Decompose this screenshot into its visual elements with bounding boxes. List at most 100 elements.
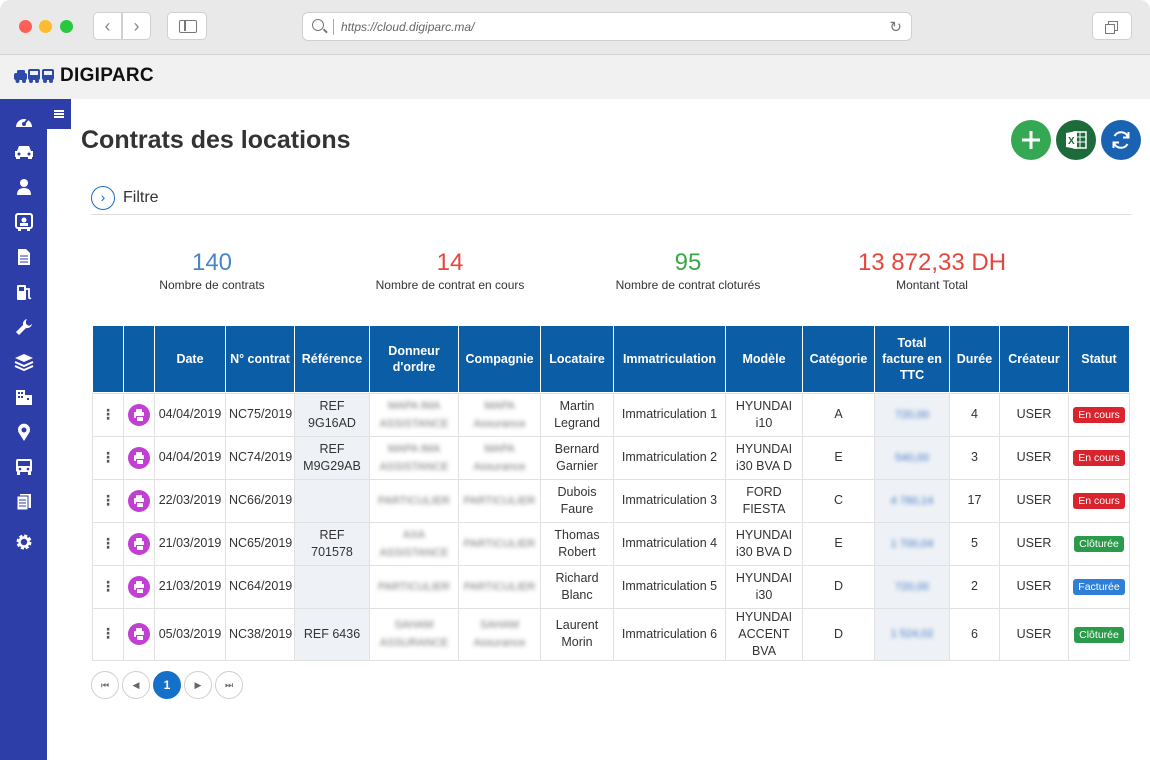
header-creator[interactable]: Créateur (999, 326, 1069, 392)
sidebar-item-locations[interactable] (0, 417, 47, 447)
cell-date[interactable]: 04/04/2019 (154, 435, 226, 480)
cell-reference[interactable] (294, 564, 370, 609)
chevron-right-icon: › (133, 16, 140, 36)
row-print-cell[interactable] (123, 521, 155, 566)
ordering-party-text: SAHAM ASSURANCE (379, 619, 449, 649)
kebab-menu-icon[interactable]: ⋮ (101, 405, 115, 422)
table-row[interactable]: ⋮ 21/03/2019 NC65/2019 REF 701578 AXA ASSIST… (92, 521, 1130, 566)
row-menu-cell[interactable]: ⋮ (92, 435, 124, 480)
stat-total-amount: 13 872,33 DH Montant Total (842, 248, 1022, 292)
kebab-menu-icon[interactable]: ⋮ (101, 491, 115, 508)
row-print-cell[interactable] (123, 607, 155, 661)
header-duration[interactable]: Durée (949, 326, 1000, 392)
sidebar-item-transport[interactable] (0, 452, 47, 482)
kebab-menu-icon[interactable]: ⋮ (101, 534, 115, 551)
cell-date[interactable]: 22/03/2019 (154, 478, 226, 523)
kebab-menu-icon[interactable]: ⋮ (101, 577, 115, 594)
cell-date[interactable]: 04/04/2019 (154, 392, 226, 437)
address-bar[interactable]: https://cloud.digiparc.ma/ ↻ (302, 12, 912, 41)
row-menu-cell[interactable]: ⋮ (92, 521, 124, 566)
row-menu-cell[interactable]: ⋮ (92, 392, 124, 437)
cell-model: HYUNDAI i30 BVA D (725, 521, 803, 566)
header-category[interactable]: Catégorie (802, 326, 875, 392)
pagination-first-button[interactable]: ⏮ (91, 671, 119, 699)
row-print-cell[interactable] (123, 392, 155, 437)
row-print-cell[interactable] (123, 435, 155, 480)
cell-reference[interactable] (294, 478, 370, 523)
table-row[interactable]: ⋮ 22/03/2019 NC66/2019 PARTICULIER PARTICULI… (92, 478, 1130, 523)
pagination-page-1[interactable]: 1 (153, 671, 181, 699)
pagination-last-button[interactable]: ⏭ (215, 671, 243, 699)
app-logo-text[interactable]: DIGIPARC (60, 65, 154, 86)
header-reference[interactable]: Référence (294, 326, 370, 392)
back-button[interactable]: ‹ (93, 12, 122, 40)
add-contract-button[interactable] (1011, 120, 1051, 160)
sidebar-item-dashboard[interactable] (0, 107, 47, 137)
sidebar-toggle-button[interactable] (167, 12, 207, 40)
sidebar-item-settings[interactable] (0, 527, 47, 557)
sidebar-item-maintenance[interactable] (0, 312, 47, 342)
row-menu-cell[interactable]: ⋮ (92, 478, 124, 523)
sidebar-item-users[interactable] (0, 172, 47, 202)
cell-tenant: Laurent Morin (540, 607, 614, 661)
header-status[interactable]: Statut (1068, 326, 1130, 392)
row-print-cell[interactable] (123, 478, 155, 523)
print-icon[interactable] (128, 575, 150, 598)
sidebar-item-vehicles[interactable] (0, 137, 47, 167)
forward-button[interactable]: › (122, 12, 151, 40)
header-ordering-party[interactable]: Donneur d'ordre (369, 326, 459, 392)
header-tenant[interactable]: Locataire (540, 326, 614, 392)
chevron-right-icon[interactable]: › (91, 186, 115, 210)
cell-reference[interactable]: REF 6436 (294, 607, 370, 661)
row-menu-cell[interactable]: ⋮ (92, 607, 124, 661)
table-row[interactable]: ⋮ 04/04/2019 NC74/2019 REF M9G29AB MAPA IMA … (92, 435, 1130, 480)
company-text: MAPA Assurance (473, 399, 526, 430)
cell-reference[interactable]: REF 9G16AD (294, 392, 370, 437)
refresh-button[interactable] (1101, 120, 1141, 160)
menu-toggle-button[interactable] (47, 99, 71, 129)
export-excel-button[interactable]: X (1056, 120, 1096, 160)
cell-date[interactable]: 21/03/2019 (154, 521, 226, 566)
tabs-overview-button[interactable] (1092, 12, 1132, 40)
cell-date[interactable]: 21/03/2019 (154, 564, 226, 609)
kebab-menu-icon[interactable]: ⋮ (101, 448, 115, 465)
sidebar-item-agencies[interactable] (0, 382, 47, 412)
header-registration[interactable]: Immatriculation (613, 326, 726, 392)
pagination-next-button[interactable]: ▶ (184, 671, 212, 699)
sidebar-item-fuel[interactable] (0, 277, 47, 307)
print-icon[interactable] (128, 623, 150, 645)
sidebar-item-contracts[interactable] (0, 487, 47, 517)
pagination-prev-button[interactable]: ◀ (122, 671, 150, 699)
minimize-window-button[interactable] (39, 20, 52, 33)
sidebar-item-documents[interactable] (0, 242, 47, 272)
print-icon[interactable] (128, 532, 150, 555)
header-print (123, 326, 155, 392)
filter-label[interactable]: Filtre (123, 189, 159, 206)
print-icon[interactable] (128, 489, 150, 512)
kebab-menu-icon[interactable]: ⋮ (101, 625, 115, 641)
close-window-button[interactable] (19, 20, 32, 33)
row-menu-cell[interactable]: ⋮ (92, 564, 124, 609)
cell-creator: USER (999, 564, 1069, 609)
table-row[interactable]: ⋮ 05/03/2019 NC38/2019 REF 6436 SAHAM ASSURA… (92, 607, 1130, 661)
table-row[interactable]: ⋮ 21/03/2019 NC64/2019 PARTICULIER PARTICULI… (92, 564, 1130, 609)
maximize-window-button[interactable] (60, 20, 73, 33)
print-icon[interactable] (128, 403, 150, 426)
header-model[interactable]: Modèle (725, 326, 803, 392)
cell-date[interactable]: 05/03/2019 (154, 607, 226, 661)
logo-vehicles-icon (14, 69, 54, 83)
filter-panel[interactable]: › Filtre (91, 186, 1131, 215)
url-text[interactable]: https://cloud.digiparc.ma/ (341, 20, 475, 34)
cell-reference[interactable]: REF 701578 (294, 521, 370, 566)
sidebar-item-drivers[interactable] (0, 207, 47, 237)
header-company[interactable]: Compagnie (458, 326, 541, 392)
header-date[interactable]: Date (154, 326, 226, 392)
sidebar-item-layers[interactable] (0, 347, 47, 377)
header-total-ttc[interactable]: Total facture en TTC (874, 326, 950, 392)
header-contract-number[interactable]: N° contrat (225, 326, 295, 392)
table-row[interactable]: ⋮ 04/04/2019 NC75/2019 REF 9G16AD MAPA IMA A… (92, 392, 1130, 437)
row-print-cell[interactable] (123, 564, 155, 609)
cell-reference[interactable]: REF M9G29AB (294, 435, 370, 480)
print-icon[interactable] (128, 446, 150, 469)
reload-icon[interactable]: ↻ (889, 19, 902, 36)
